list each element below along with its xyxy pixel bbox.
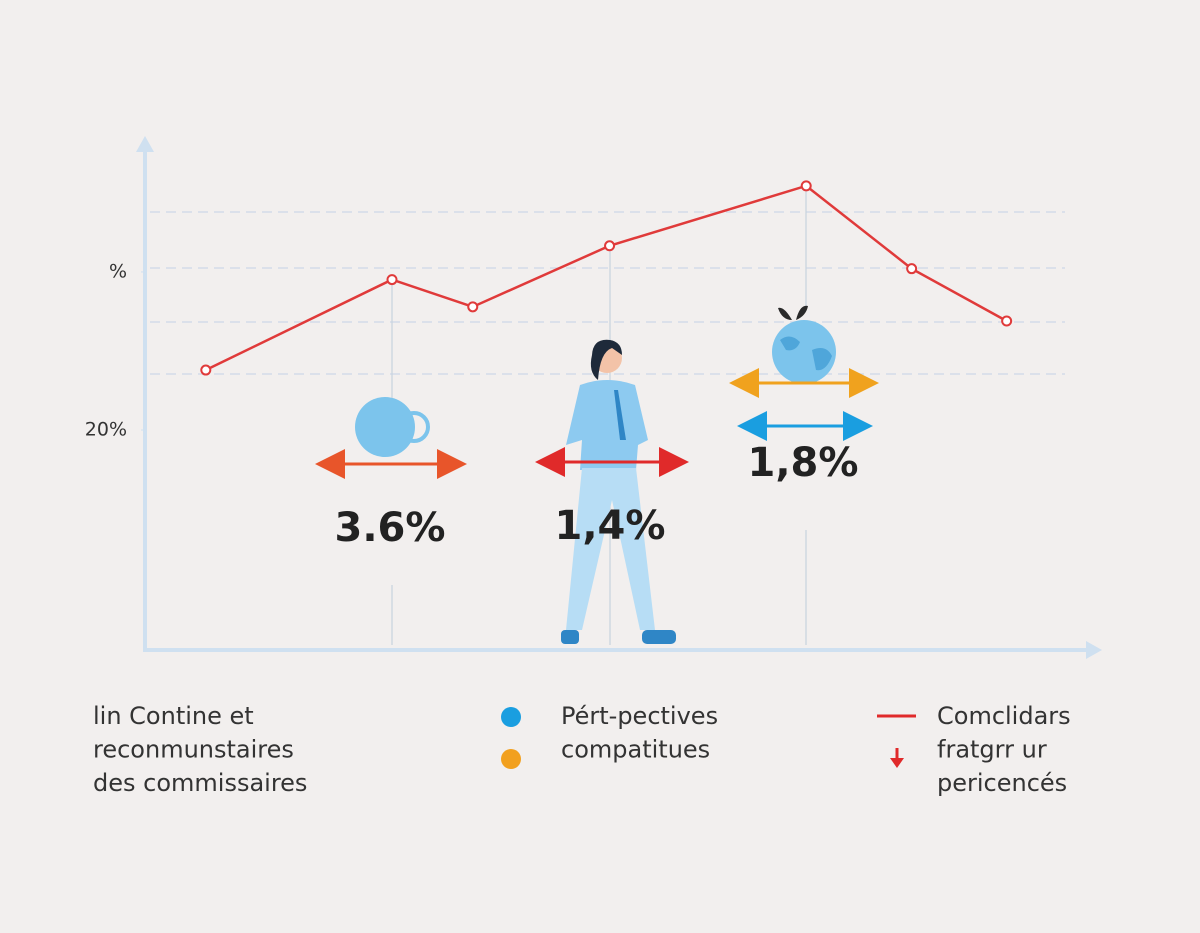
sphere-icon: [355, 397, 430, 457]
data-point: [906, 263, 918, 275]
globe-icon: [772, 305, 836, 384]
annotation: 3.6%: [335, 505, 446, 551]
data-point: [386, 274, 398, 286]
arrows: [315, 368, 879, 479]
legend-text: compatitues: [561, 736, 710, 764]
data-point: [467, 301, 479, 313]
legend-text: lin Contine et: [93, 702, 254, 730]
data-point: [1001, 315, 1013, 327]
legend-text: des commissaires: [93, 769, 307, 797]
legend-text: Comclidars: [937, 702, 1071, 730]
legend-text: reconmunstaires: [93, 736, 294, 764]
legend-text: pericencés: [937, 769, 1067, 797]
annotation: 1,8%: [748, 440, 859, 486]
axes: [136, 136, 1102, 659]
data-point: [604, 240, 616, 252]
y-tick-label: %: [109, 260, 127, 282]
data-point: [200, 364, 212, 376]
legend-text: Pért-pectives: [561, 702, 718, 730]
y-tick-label: 20%: [85, 419, 127, 441]
annotation: 1,4%: [555, 503, 666, 549]
legend-text: fratgrr ur: [937, 736, 1047, 764]
person-illustration: [561, 339, 676, 644]
data-point: [800, 180, 812, 192]
legend-markers: [501, 707, 916, 769]
